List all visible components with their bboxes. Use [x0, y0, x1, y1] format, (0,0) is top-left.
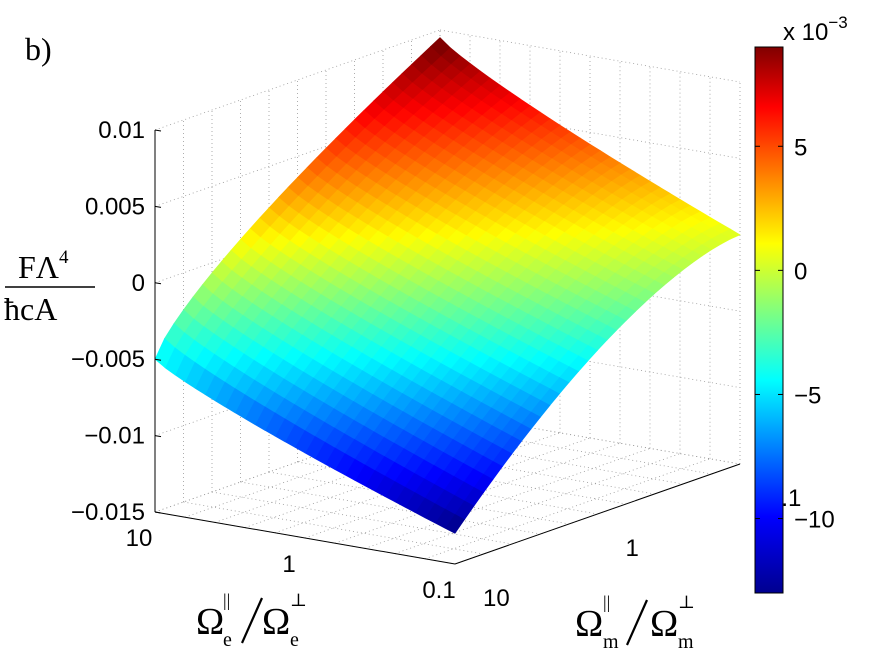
colorbar: 5 0 −5 −10 — [754, 46, 835, 594]
surface — [154, 37, 741, 534]
x-label-den-sub: e — [290, 629, 299, 651]
z-label-numerator: FΛ4 — [18, 247, 69, 285]
x-axis-label: Ω || e Ω ⊥ e — [196, 590, 307, 651]
y-label-num-sup: || — [603, 592, 610, 612]
axes — [154, 130, 741, 565]
z-tick-mark — [154, 205, 162, 208]
z-axis-label: FΛ4 ħcA — [4, 247, 95, 327]
y-label-num-sub: m — [603, 631, 619, 653]
colorbar-tick-label: 5 — [794, 134, 807, 161]
colorbar-tick-label: −5 — [794, 382, 821, 409]
colorbar-gradient — [754, 46, 784, 594]
z-tick-label: 0 — [132, 270, 145, 297]
z-tick-label: 0.01 — [98, 117, 145, 144]
y-label-den-sub: m — [678, 631, 694, 653]
x-tick-label: 1 — [282, 551, 295, 578]
z-tick-labels: 0.01 0.005 0 −0.005 −0.01 −0.015 — [71, 117, 162, 526]
x-label-slash — [240, 597, 264, 644]
x-tick-label: 10 — [126, 525, 153, 552]
colorbar-tick-label: −10 — [794, 507, 835, 534]
x-label-num-sup: || — [223, 590, 230, 610]
x-label-denominator: Ω — [262, 601, 290, 643]
y-label-slash — [625, 599, 649, 646]
z-tick-mark — [154, 129, 162, 132]
x-label-den-sup: ⊥ — [290, 590, 307, 610]
z-tick-mark — [154, 282, 162, 285]
y-tick-label: 1 — [626, 535, 639, 562]
x-tick-labels: 10 1 0.1 — [126, 525, 456, 604]
z-tick-label: 0.005 — [85, 193, 145, 220]
colorbar-tick-label: 0 — [794, 258, 807, 285]
z-tick-label: −0.005 — [71, 346, 145, 373]
colorbar-ticks: 5 0 −5 −10 — [755, 134, 835, 534]
z-label-denominator: ħcA — [4, 291, 57, 327]
z-tick-mark — [154, 358, 162, 361]
y-label-denominator: Ω — [650, 603, 678, 645]
z-tick-mark — [154, 435, 162, 438]
x-label-num-sub: e — [223, 629, 232, 651]
x-label-numerator: Ω — [196, 601, 224, 643]
x-tick-label: 0.1 — [422, 577, 455, 604]
y-axis-label: Ω || m Ω ⊥ m — [575, 592, 695, 653]
y-tick-label: 10 — [483, 585, 510, 612]
z-tick-mark — [154, 511, 162, 514]
y-label-numerator: Ω — [575, 603, 603, 645]
z-tick-label: −0.01 — [84, 423, 145, 450]
colorbar-exponent: x 10−3 — [783, 13, 848, 46]
y-label-den-sup: ⊥ — [678, 592, 695, 612]
panel-label: b) — [25, 31, 52, 67]
z-tick-label: −0.015 — [71, 499, 145, 526]
